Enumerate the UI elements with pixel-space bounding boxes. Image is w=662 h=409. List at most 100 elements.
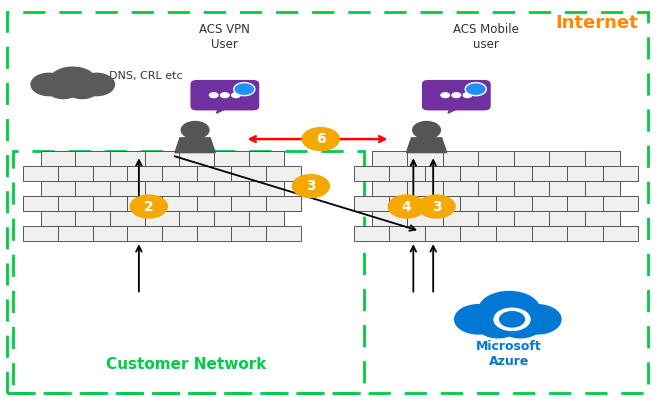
FancyBboxPatch shape [585, 211, 620, 226]
FancyBboxPatch shape [58, 166, 93, 181]
FancyBboxPatch shape [23, 196, 58, 211]
Text: 3: 3 [432, 200, 442, 213]
FancyBboxPatch shape [549, 151, 585, 166]
FancyBboxPatch shape [23, 226, 58, 241]
FancyBboxPatch shape [40, 151, 75, 166]
Circle shape [234, 83, 255, 96]
FancyBboxPatch shape [425, 166, 461, 181]
FancyBboxPatch shape [214, 181, 249, 196]
Circle shape [418, 195, 455, 218]
Circle shape [463, 92, 473, 98]
FancyBboxPatch shape [389, 166, 425, 181]
Polygon shape [406, 138, 447, 153]
FancyBboxPatch shape [354, 166, 389, 181]
FancyBboxPatch shape [93, 226, 127, 241]
FancyBboxPatch shape [478, 181, 514, 196]
FancyBboxPatch shape [567, 226, 602, 241]
Circle shape [47, 79, 79, 99]
FancyBboxPatch shape [567, 166, 602, 181]
FancyBboxPatch shape [58, 226, 93, 241]
FancyBboxPatch shape [162, 196, 197, 211]
FancyBboxPatch shape [75, 211, 110, 226]
FancyBboxPatch shape [40, 211, 75, 226]
Circle shape [231, 92, 241, 98]
FancyBboxPatch shape [602, 196, 638, 211]
FancyBboxPatch shape [567, 196, 602, 211]
FancyBboxPatch shape [197, 166, 232, 181]
FancyBboxPatch shape [214, 211, 249, 226]
Circle shape [66, 79, 99, 99]
FancyBboxPatch shape [461, 226, 496, 241]
Circle shape [479, 292, 540, 330]
Circle shape [293, 175, 330, 198]
FancyBboxPatch shape [179, 181, 214, 196]
FancyBboxPatch shape [75, 151, 110, 166]
Circle shape [455, 305, 502, 334]
FancyBboxPatch shape [127, 196, 162, 211]
Text: Microsoft
Azure: Microsoft Azure [477, 340, 542, 368]
FancyBboxPatch shape [514, 181, 549, 196]
Circle shape [78, 73, 115, 96]
FancyBboxPatch shape [371, 151, 407, 166]
FancyBboxPatch shape [496, 196, 532, 211]
FancyBboxPatch shape [371, 181, 407, 196]
Circle shape [412, 121, 440, 139]
Circle shape [494, 308, 530, 330]
FancyBboxPatch shape [75, 181, 110, 196]
FancyBboxPatch shape [585, 181, 620, 196]
FancyBboxPatch shape [407, 211, 443, 226]
FancyBboxPatch shape [249, 181, 283, 196]
FancyBboxPatch shape [532, 226, 567, 241]
FancyBboxPatch shape [110, 211, 145, 226]
Polygon shape [216, 106, 230, 113]
FancyBboxPatch shape [585, 151, 620, 166]
Circle shape [477, 311, 520, 338]
FancyBboxPatch shape [249, 151, 283, 166]
FancyBboxPatch shape [93, 166, 127, 181]
FancyBboxPatch shape [602, 166, 638, 181]
Circle shape [49, 67, 97, 97]
FancyBboxPatch shape [110, 181, 145, 196]
FancyBboxPatch shape [266, 196, 301, 211]
FancyBboxPatch shape [266, 166, 301, 181]
FancyBboxPatch shape [407, 151, 443, 166]
FancyBboxPatch shape [93, 196, 127, 211]
Text: DNS, CRL etc: DNS, CRL etc [109, 71, 183, 81]
FancyBboxPatch shape [461, 166, 496, 181]
FancyBboxPatch shape [40, 181, 75, 196]
FancyBboxPatch shape [179, 211, 214, 226]
Text: 3: 3 [306, 179, 316, 193]
FancyBboxPatch shape [514, 151, 549, 166]
FancyBboxPatch shape [496, 226, 532, 241]
FancyBboxPatch shape [127, 226, 162, 241]
FancyBboxPatch shape [23, 166, 58, 181]
FancyBboxPatch shape [214, 151, 249, 166]
FancyBboxPatch shape [496, 166, 532, 181]
FancyBboxPatch shape [585, 181, 620, 196]
Polygon shape [175, 138, 215, 153]
Text: 2: 2 [144, 200, 154, 213]
FancyBboxPatch shape [232, 166, 266, 181]
FancyBboxPatch shape [407, 181, 443, 196]
FancyBboxPatch shape [354, 226, 389, 241]
FancyBboxPatch shape [162, 166, 197, 181]
Text: ACS Mobile
user: ACS Mobile user [453, 23, 519, 51]
FancyBboxPatch shape [422, 80, 491, 110]
FancyBboxPatch shape [232, 196, 266, 211]
FancyBboxPatch shape [389, 196, 425, 211]
Circle shape [388, 195, 425, 218]
FancyBboxPatch shape [145, 181, 179, 196]
Polygon shape [448, 106, 462, 113]
FancyBboxPatch shape [443, 211, 478, 226]
Text: ACS VPN
User: ACS VPN User [199, 23, 250, 51]
FancyBboxPatch shape [162, 226, 197, 241]
FancyBboxPatch shape [549, 181, 585, 196]
Circle shape [130, 195, 167, 218]
FancyBboxPatch shape [532, 196, 567, 211]
FancyBboxPatch shape [371, 211, 407, 226]
FancyBboxPatch shape [389, 226, 425, 241]
FancyBboxPatch shape [232, 226, 266, 241]
FancyBboxPatch shape [478, 211, 514, 226]
FancyBboxPatch shape [179, 151, 214, 166]
FancyBboxPatch shape [110, 151, 145, 166]
